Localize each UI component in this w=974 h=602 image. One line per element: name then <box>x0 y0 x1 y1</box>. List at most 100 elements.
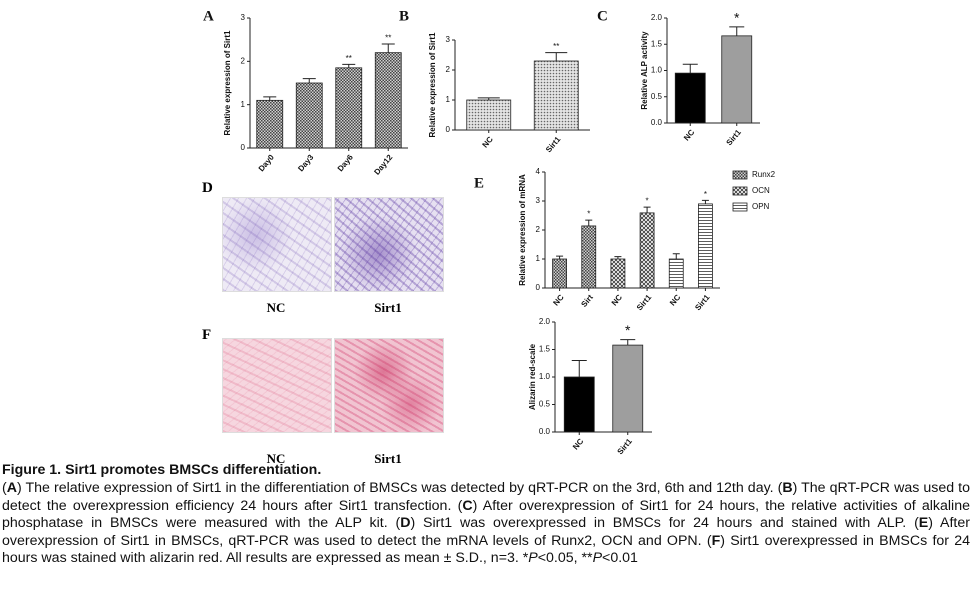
caption-text: C <box>462 497 473 514</box>
x-tick-label: Day6 <box>336 152 356 173</box>
y-tick-label: 0 <box>446 125 451 134</box>
bar <box>295 82 323 149</box>
error-bar <box>302 78 316 83</box>
x-tick-label: Day12 <box>372 152 394 176</box>
error-bar <box>614 256 622 259</box>
caption-text: F <box>711 532 721 549</box>
significance-label: ** <box>346 54 352 63</box>
error-bar <box>643 206 651 213</box>
y-tick-label: 0.5 <box>651 92 663 101</box>
bar <box>612 344 644 433</box>
caption-title: Figure 1. Sirt1 promotes BMSCs different… <box>2 462 322 478</box>
legend-label: OCN <box>752 186 770 195</box>
y-axis-label: Relative ALP activity <box>640 31 649 110</box>
y-tick-label: 2.0 <box>539 317 551 326</box>
x-tick-label: Sirt <box>579 293 595 309</box>
caption-text: <0.01 <box>602 550 638 567</box>
error-bar <box>556 255 564 259</box>
x-tick-label: Day0 <box>257 152 277 173</box>
legend-label: OPN <box>752 202 770 211</box>
image-label: Sirt1 <box>374 300 402 315</box>
image-label: NC <box>266 451 286 466</box>
x-tick-label: Sirt1 <box>635 292 654 312</box>
error-bar <box>342 63 356 68</box>
significance-label: ** <box>385 34 391 43</box>
bar <box>533 60 579 131</box>
significance-label: * <box>587 210 590 219</box>
caption-text: ) Sirt1 overexpressed in BMSCs for 24 ho… <box>2 532 970 567</box>
y-tick-label: 1 <box>241 100 246 109</box>
x-tick-label: NC <box>551 293 565 308</box>
panel-label: E <box>474 175 484 191</box>
x-tick-label: NC <box>610 293 624 308</box>
significance-label: * <box>734 9 740 25</box>
panel-label: C <box>597 8 608 24</box>
y-tick-label: 3 <box>241 13 246 22</box>
bar <box>698 203 713 289</box>
bar <box>721 35 753 124</box>
x-tick-label: Sirt1 <box>616 436 635 456</box>
caption-text: ) The qRT-PCR was used to detect the ove… <box>2 480 970 514</box>
bar <box>639 212 655 289</box>
caption-text: ) After overexpression of Sirt1 for 24 h… <box>2 497 970 532</box>
y-axis-label: Relative expression of Sirt1 <box>223 30 232 135</box>
image-label: Sirt1 <box>374 451 402 466</box>
x-tick-label: NC <box>481 135 495 150</box>
y-tick-label: 1.5 <box>539 345 551 354</box>
bar <box>668 258 684 289</box>
y-tick-label: 0.5 <box>539 400 551 409</box>
caption: Figure 1. Sirt1 promotes BMSCs different… <box>2 462 970 567</box>
significance-label: * <box>646 197 649 206</box>
caption-text: <0.05, ** <box>537 550 593 567</box>
x-tick-label: Sirt1 <box>544 134 563 154</box>
error-bar <box>585 219 593 226</box>
error-bar <box>672 253 680 259</box>
bar <box>374 52 402 149</box>
y-tick-label: 2 <box>536 225 541 234</box>
alizarin-stain-image <box>222 338 332 433</box>
error-bar <box>682 63 698 74</box>
image-label: NC <box>266 300 286 315</box>
bar <box>552 258 567 289</box>
x-tick-label: Sirt1 <box>725 127 744 147</box>
significance-label: * <box>625 322 631 338</box>
bar <box>581 225 597 289</box>
y-axis-label: Relative expression of Sirt1 <box>428 32 437 137</box>
caption-text: P <box>592 550 603 567</box>
significance-label: * <box>704 190 707 199</box>
y-tick-label: 4 <box>536 167 541 176</box>
error-bar <box>620 339 636 346</box>
legend-swatch <box>732 202 748 212</box>
y-tick-label: 0 <box>536 283 541 292</box>
bar <box>466 99 512 131</box>
panel-label: B <box>399 8 409 24</box>
caption-text: P <box>528 550 538 567</box>
y-tick-label: 1 <box>446 95 451 104</box>
legend-swatch <box>732 186 748 196</box>
x-tick-label: Sirt1 <box>693 292 712 312</box>
bar <box>610 258 626 289</box>
caption-text: ) The relative expression of Sirt1 in th… <box>16 480 783 497</box>
alizarin-stain-image <box>334 338 444 433</box>
y-axis-label: Relative expression of mRNA <box>518 174 527 286</box>
caption-text: E <box>918 515 929 532</box>
bar <box>335 67 363 149</box>
error-bar <box>729 26 745 36</box>
panel-label: D <box>202 180 213 196</box>
y-tick-label: 0 <box>241 143 246 152</box>
caption-text: A <box>6 480 17 497</box>
caption-text: D <box>400 515 411 532</box>
y-tick-label: 0.0 <box>539 427 551 436</box>
caption-text: ( <box>2 480 7 497</box>
x-tick-label: NC <box>668 293 682 308</box>
panel-label: F <box>202 327 212 343</box>
error-bar <box>545 52 568 61</box>
error-bar <box>263 96 277 101</box>
panel-label: A <box>203 8 214 24</box>
x-tick-label: NC <box>571 437 585 452</box>
y-tick-label: 2.0 <box>651 13 663 22</box>
bar <box>563 376 595 433</box>
y-tick-label: 0.0 <box>651 118 663 127</box>
